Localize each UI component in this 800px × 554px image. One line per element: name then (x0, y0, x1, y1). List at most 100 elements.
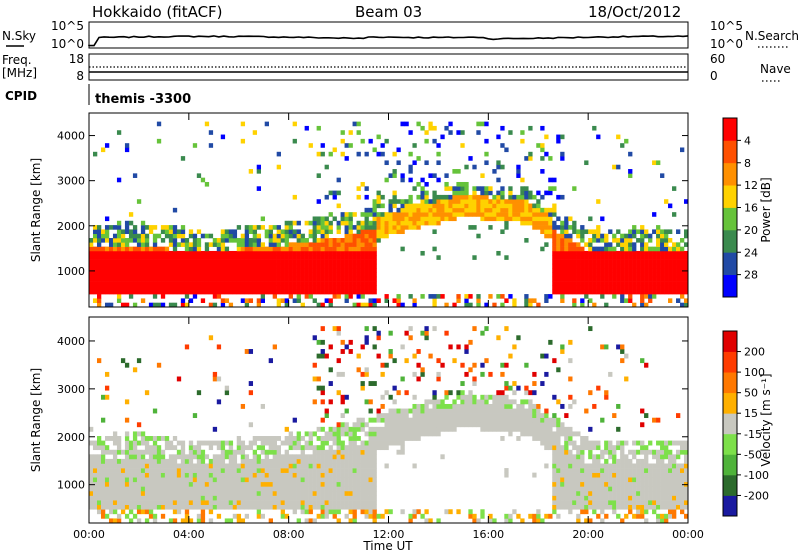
heatmap-cell (112, 242, 118, 247)
heatmap-cell (328, 399, 333, 405)
heatmap-cell (112, 440, 118, 446)
heatmap-cell (636, 463, 641, 469)
heatmap-cell (684, 486, 689, 492)
heatmap-cell (640, 490, 645, 496)
heatmap-cell (368, 207, 373, 213)
heatmap-cell (352, 449, 357, 455)
heatmap-cell (132, 454, 138, 460)
heatmap-cell (556, 272, 561, 278)
heatmap-cell (288, 486, 293, 492)
heatmap-cell (340, 495, 345, 501)
heatmap-cell (332, 440, 337, 446)
heatmap-cell (412, 225, 417, 230)
heatmap-cell (132, 238, 138, 243)
heatmap-cell (256, 289, 262, 295)
heatmap-cell (596, 504, 601, 510)
heatmap-cell (292, 500, 297, 505)
heatmap-cell (672, 454, 677, 460)
heatmap-cell (188, 481, 194, 487)
heatmap-cell (408, 199, 413, 204)
heatmap-cell (224, 518, 230, 524)
heatmap-cell (280, 259, 285, 265)
heatmap-cell (640, 422, 645, 428)
heatmap-cell (360, 417, 365, 423)
heatmap-cell (572, 440, 577, 446)
heatmap-cell (220, 500, 226, 505)
heatmap-cell (528, 403, 533, 409)
heatmap-cell (212, 238, 218, 243)
heatmap-cell (232, 504, 238, 510)
heatmap-cell (320, 289, 325, 295)
heatmap-cell (208, 509, 214, 515)
heatmap-cell (360, 138, 365, 144)
velocity-colorbar-label: Velocity [m s⁻¹] (759, 373, 773, 466)
heatmap-cell (320, 513, 325, 519)
heatmap-cell (168, 276, 174, 282)
heatmap-cell (280, 477, 285, 483)
heatmap-cell (400, 408, 405, 414)
heatmap-cell (376, 190, 381, 196)
colorbar-tick-label: 4 (744, 134, 751, 147)
heatmap-cell (92, 500, 98, 505)
heatmap-cell (360, 472, 365, 478)
heatmap-cell (272, 285, 277, 291)
heatmap-cell (228, 504, 234, 510)
heatmap-cell (480, 199, 485, 204)
heatmap-cell (128, 281, 134, 286)
heatmap-cell (228, 255, 234, 260)
heatmap-cell (576, 463, 581, 469)
heatmap-cell (292, 285, 297, 291)
heatmap-cell (168, 233, 174, 239)
heatmap-cell (620, 143, 625, 148)
heatmap-cell (304, 276, 309, 282)
heatmap-cell (636, 495, 641, 501)
heatmap-cell (260, 495, 265, 501)
heatmap-cell (304, 294, 309, 299)
heatmap-cell (604, 268, 609, 273)
heatmap-cell (124, 417, 130, 423)
heatmap-cell (260, 225, 265, 230)
heatmap-cell (152, 250, 158, 256)
heatmap-cell (412, 422, 417, 428)
heatmap-cell (120, 468, 126, 473)
heatmap-cell (660, 454, 665, 460)
heatmap-cell (176, 472, 182, 478)
heatmap-cell (560, 194, 565, 200)
heatmap-cell (612, 246, 617, 252)
heatmap-cell (152, 281, 158, 286)
heatmap-cell (204, 454, 210, 460)
heatmap-cell (260, 440, 265, 446)
heatmap-cell (380, 151, 385, 157)
heatmap-cell (268, 477, 273, 483)
heatmap-cell (496, 403, 501, 409)
heatmap-cell (176, 281, 182, 286)
heatmap-cell (344, 281, 349, 286)
heatmap-cell (116, 281, 122, 286)
heatmap-cell (352, 250, 357, 256)
heatmap-cell (508, 216, 513, 222)
heatmap-cell (372, 203, 377, 209)
heatmap-cell (344, 285, 349, 291)
heatmap-cell (268, 289, 273, 295)
heatmap-cell (324, 490, 329, 496)
heatmap-cell (352, 268, 357, 273)
heatmap-cell (576, 229, 581, 235)
heatmap-cell (400, 121, 405, 127)
heatmap-cell (216, 486, 222, 492)
heatmap-cell (324, 281, 329, 286)
heatmap-cell (612, 445, 617, 451)
heatmap-cell (252, 229, 258, 235)
heatmap-cell (204, 181, 210, 187)
heatmap-cell (208, 463, 214, 469)
heatmap-cell (316, 255, 321, 260)
heatmap-cell (592, 255, 597, 260)
heatmap-cell (624, 263, 629, 269)
heatmap-cell (492, 422, 497, 428)
heatmap-cell (668, 490, 673, 496)
heatmap-cell (552, 263, 557, 269)
heatmap-cell (380, 513, 385, 519)
heatmap-cell (444, 181, 449, 187)
heatmap-cell (672, 463, 677, 469)
heatmap-cell (152, 408, 158, 414)
heatmap-cell (652, 490, 657, 496)
